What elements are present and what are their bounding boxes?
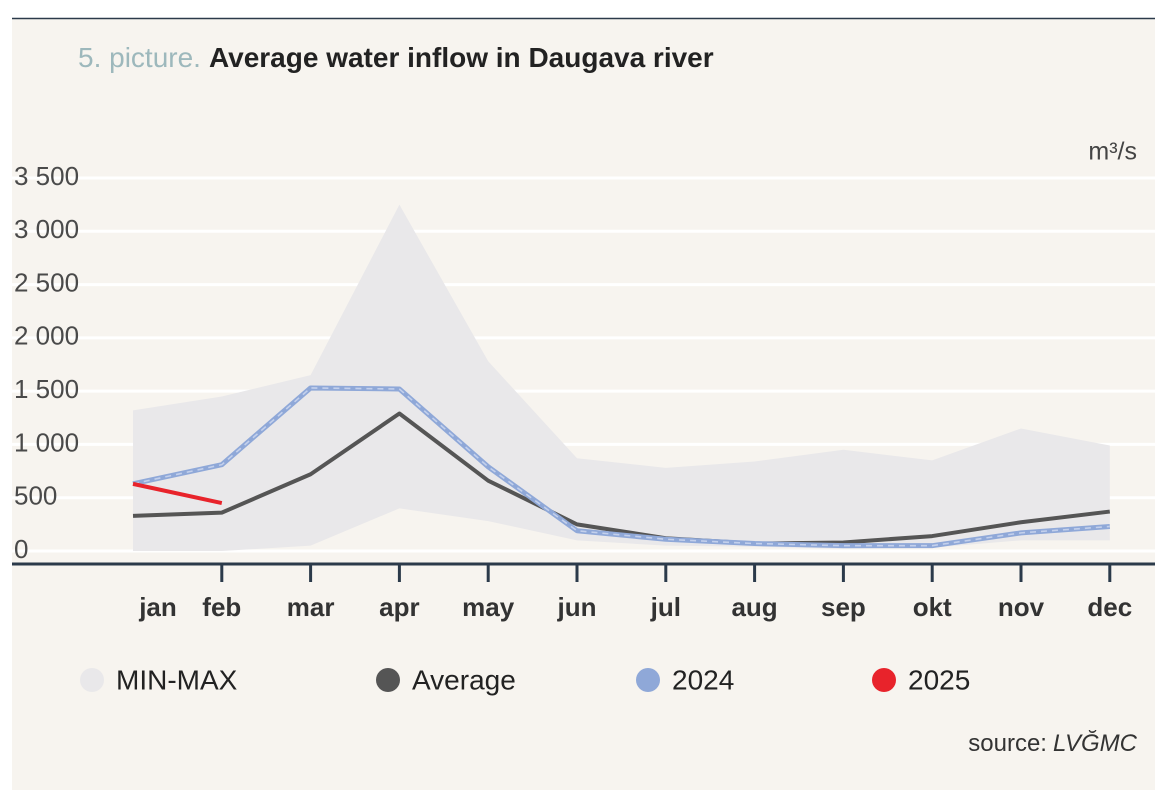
legend-swatch xyxy=(80,668,104,692)
y-tick-label: 1 500 xyxy=(14,374,79,404)
x-tick-label: sep xyxy=(821,592,866,622)
legend-label: 2024 xyxy=(672,664,734,695)
legend-label: Average xyxy=(412,664,516,695)
x-tick-label: mar xyxy=(287,592,335,622)
y-tick-label: 2 500 xyxy=(14,267,79,297)
y-tick-label: 2 000 xyxy=(14,321,79,351)
series-line xyxy=(132,481,223,505)
y-tick-label: 3 000 xyxy=(14,214,79,244)
source-label: source: xyxy=(968,730,1047,757)
source: source: LVĞMC xyxy=(968,730,1137,757)
title: 5. picture. Average water inflow in Dauga… xyxy=(78,42,714,73)
legend-label: 2025 xyxy=(908,664,970,695)
legend-swatch xyxy=(376,668,400,692)
x-tick-label: nov xyxy=(998,592,1045,622)
x-tick-label: jul xyxy=(650,592,681,622)
x-tick-label: dec xyxy=(1087,592,1132,622)
y-tick-label: 500 xyxy=(14,481,57,511)
x-tick-label: apr xyxy=(379,592,419,622)
title-prefix: 5. picture. xyxy=(78,42,201,73)
series-line-dash xyxy=(132,387,1110,547)
legend-swatch xyxy=(636,668,660,692)
series-line xyxy=(132,411,1111,546)
title-main: Average water inflow in Daugava river xyxy=(209,42,714,73)
y-tick-label: 1 000 xyxy=(14,427,79,457)
x-tick-label: jan xyxy=(138,592,177,622)
x-tick-label: may xyxy=(462,592,515,622)
x-tick-label: feb xyxy=(202,592,241,622)
min-max-band xyxy=(133,204,1110,551)
plot: 0 500 1 000 1 500 2 000 2 500 3 000 3 500 jan feb… xyxy=(12,161,1155,695)
source-name: LVĞMC xyxy=(1053,730,1138,757)
y-tick-label: 0 xyxy=(14,534,28,564)
y-unit: m³/s xyxy=(1088,138,1137,166)
x-tick-label: jun xyxy=(557,592,597,622)
legend-swatch xyxy=(872,668,896,692)
legend-label: MIN-MAX xyxy=(116,664,238,695)
y-tick-label: 3 500 xyxy=(14,161,79,191)
x-tick-label: aug xyxy=(731,592,777,622)
x-tick-label: okt xyxy=(913,592,952,622)
